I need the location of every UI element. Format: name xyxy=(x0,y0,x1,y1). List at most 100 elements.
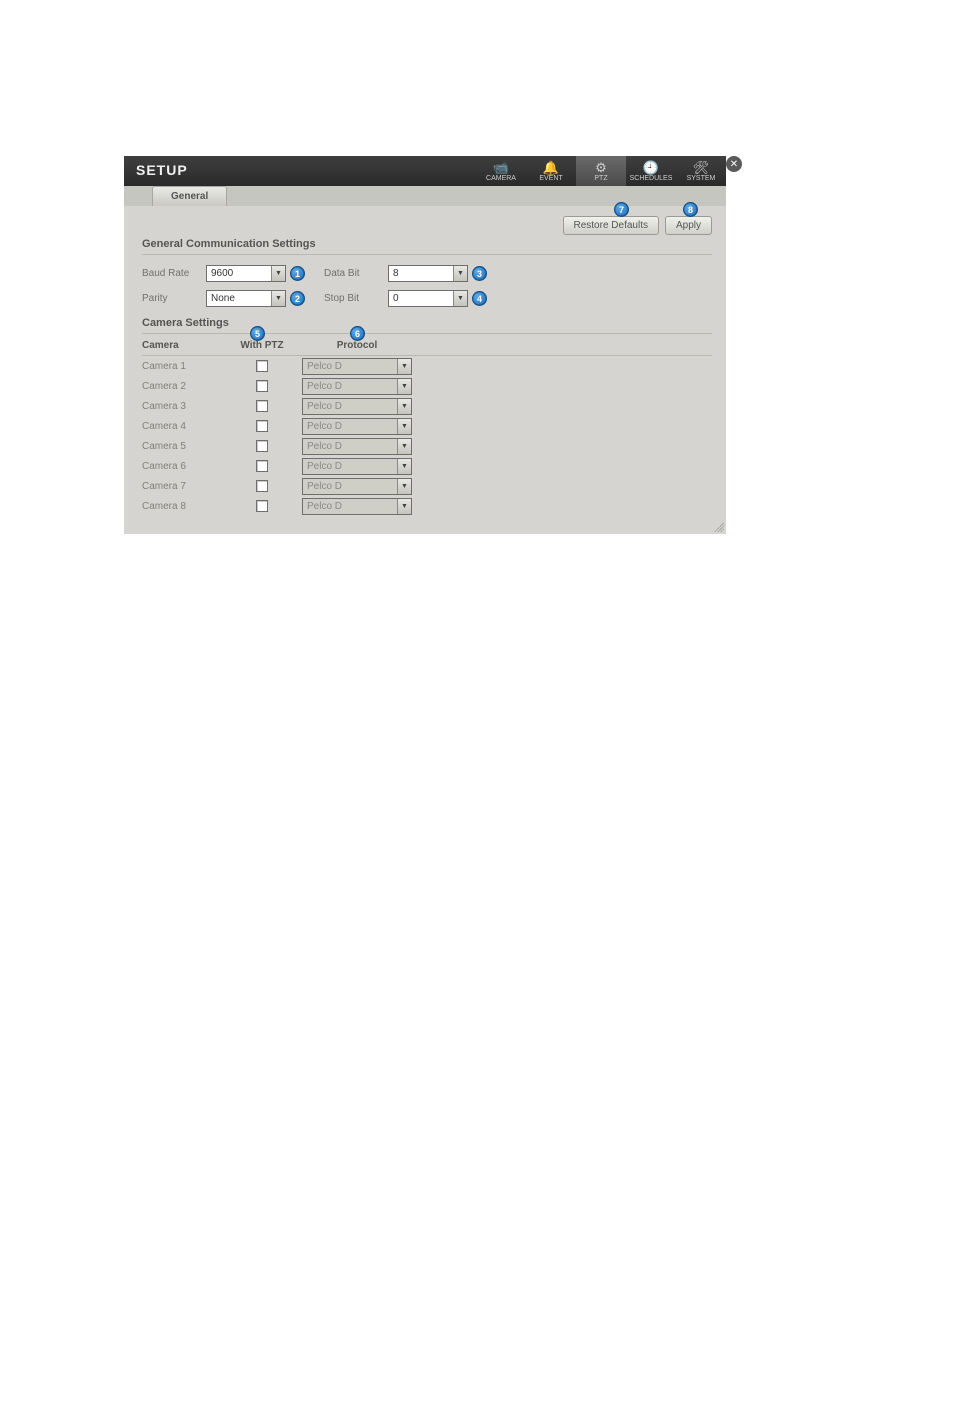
tab-label: EVENT xyxy=(539,175,562,182)
camera-name: Camera 1 xyxy=(142,361,222,372)
camera-table-header: Camera With PTZ Protocol 5 6 xyxy=(142,340,712,356)
select-value: Pelco D xyxy=(303,501,397,512)
with-ptz-cell xyxy=(222,400,302,412)
tab-system[interactable]: 🛠 SYSTEM xyxy=(676,156,726,186)
main-tabbar: 📹 CAMERA 🔔 EVENT ⚙ PTZ 🕘 SCHEDULES 🛠 xyxy=(476,156,726,186)
col-camera: Camera xyxy=(142,340,222,351)
with-ptz-checkbox[interactable] xyxy=(256,360,268,372)
window-title: SETUP xyxy=(124,156,200,186)
with-ptz-checkbox[interactable] xyxy=(256,400,268,412)
chevron-down-icon: ▼ xyxy=(397,379,411,394)
chevron-down-icon: ▼ xyxy=(397,459,411,474)
protocol-select[interactable]: Pelco D▼ xyxy=(302,378,412,395)
camera-name: Camera 5 xyxy=(142,441,222,452)
callout-8: 8 xyxy=(683,202,698,217)
tab-label: SYSTEM xyxy=(687,175,716,182)
protocol-select[interactable]: Pelco D▼ xyxy=(302,438,412,455)
camera-name: Camera 3 xyxy=(142,401,222,412)
select-value: 9600 xyxy=(207,268,271,279)
chevron-down-icon: ▼ xyxy=(271,266,285,281)
clock-icon: 🕘 xyxy=(643,161,659,174)
protocol-select[interactable]: Pelco D▼ xyxy=(302,478,412,495)
data-bit-select[interactable]: 8 ▼ xyxy=(388,265,468,282)
chevron-down-icon: ▼ xyxy=(397,419,411,434)
stop-bit-select[interactable]: 0 ▼ xyxy=(388,290,468,307)
chevron-down-icon: ▼ xyxy=(397,499,411,514)
camera-row: Camera 6Pelco D▼ xyxy=(142,456,712,476)
camera-table-body: Camera 1Pelco D▼Camera 2Pelco D▼Camera 3… xyxy=(142,356,712,516)
camera-name: Camera 7 xyxy=(142,481,222,492)
select-value: 8 xyxy=(389,268,453,279)
with-ptz-cell xyxy=(222,380,302,392)
with-ptz-checkbox[interactable] xyxy=(256,460,268,472)
callout-5: 5 xyxy=(250,326,265,341)
with-ptz-checkbox[interactable] xyxy=(256,420,268,432)
protocol-select[interactable]: Pelco D▼ xyxy=(302,418,412,435)
titlebar: SETUP 📹 CAMERA 🔔 EVENT ⚙ PTZ 🕘 SCHEDULES xyxy=(124,156,726,186)
callout-2: 2 xyxy=(290,291,305,306)
tab-label: PTZ xyxy=(594,175,607,182)
callout-7: 7 xyxy=(614,202,629,217)
callout-1: 1 xyxy=(290,266,305,281)
select-value: Pelco D xyxy=(303,421,397,432)
protocol-select[interactable]: Pelco D▼ xyxy=(302,398,412,415)
with-ptz-checkbox[interactable] xyxy=(256,480,268,492)
close-button[interactable]: ✕ xyxy=(726,156,742,172)
tab-camera[interactable]: 📹 CAMERA xyxy=(476,156,526,186)
subtab-general[interactable]: General xyxy=(152,186,227,206)
baud-rate-select[interactable]: 9600 ▼ xyxy=(206,265,286,282)
camera-row: Camera 4 Pelco D▼ xyxy=(142,416,712,436)
chevron-down-icon: ▼ xyxy=(271,291,285,306)
with-ptz-cell xyxy=(222,360,302,372)
protocol-select[interactable]: Pelco D▼ xyxy=(302,358,412,375)
select-value: Pelco D xyxy=(303,441,397,452)
action-bar: Restore Defaults Apply xyxy=(563,216,713,235)
tab-schedules[interactable]: 🕘 SCHEDULES xyxy=(626,156,676,186)
camera-icon: 📹 xyxy=(493,161,509,174)
chevron-down-icon: ▼ xyxy=(397,399,411,414)
restore-defaults-button[interactable]: Restore Defaults xyxy=(563,216,659,235)
with-ptz-checkbox[interactable] xyxy=(256,440,268,452)
tab-ptz[interactable]: ⚙ PTZ xyxy=(576,156,626,186)
camera-name: Camera 8 xyxy=(142,501,222,512)
setup-window: SETUP 📹 CAMERA 🔔 EVENT ⚙ PTZ 🕘 SCHEDULES xyxy=(124,156,726,534)
protocol-select[interactable]: Pelco D▼ xyxy=(302,498,412,515)
close-icon: ✕ xyxy=(730,159,738,170)
tab-label: SCHEDULES xyxy=(630,175,673,182)
parity-label: Parity xyxy=(142,293,202,304)
camera-row: Camera 3 Pelco D▼ xyxy=(142,396,712,416)
camera-name: Camera 4 xyxy=(142,421,222,432)
with-ptz-checkbox[interactable] xyxy=(256,500,268,512)
camera-row: Camera 7 Pelco D▼ xyxy=(142,476,712,496)
chevron-down-icon: ▼ xyxy=(453,266,467,281)
apply-button[interactable]: Apply xyxy=(665,216,712,235)
camera-row: Camera 1 Pelco D▼ xyxy=(142,356,712,376)
chevron-down-icon: ▼ xyxy=(397,479,411,494)
with-ptz-cell xyxy=(222,480,302,492)
callout-3: 3 xyxy=(472,266,487,281)
baud-rate-label: Baud Rate xyxy=(142,268,202,279)
with-ptz-checkbox[interactable] xyxy=(256,380,268,392)
with-ptz-cell xyxy=(222,460,302,472)
col-withptz: With PTZ xyxy=(222,340,302,351)
tab-event[interactable]: 🔔 EVENT xyxy=(526,156,576,186)
select-value: Pelco D xyxy=(303,481,397,492)
section-comm-title: General Communication Settings xyxy=(142,238,712,255)
select-value: Pelco D xyxy=(303,361,397,372)
with-ptz-cell xyxy=(222,500,302,512)
comm-settings-grid: Baud Rate 9600 ▼ 1 Data Bit 8 ▼ 3 Parity… xyxy=(142,265,712,307)
with-ptz-cell xyxy=(222,440,302,452)
select-value: Pelco D xyxy=(303,381,397,392)
tools-icon: 🛠 xyxy=(693,161,710,174)
col-protocol: Protocol xyxy=(302,340,412,351)
gear-icon: ⚙ xyxy=(595,161,607,174)
callout-4: 4 xyxy=(472,291,487,306)
resize-grip[interactable] xyxy=(714,522,724,532)
protocol-select[interactable]: Pelco D▼ xyxy=(302,458,412,475)
parity-select[interactable]: None ▼ xyxy=(206,290,286,307)
chevron-down-icon: ▼ xyxy=(397,359,411,374)
select-value: None xyxy=(207,293,271,304)
with-ptz-cell xyxy=(222,420,302,432)
camera-row: Camera 8 Pelco D▼ xyxy=(142,496,712,516)
camera-row: Camera 5 Pelco D▼ xyxy=(142,436,712,456)
